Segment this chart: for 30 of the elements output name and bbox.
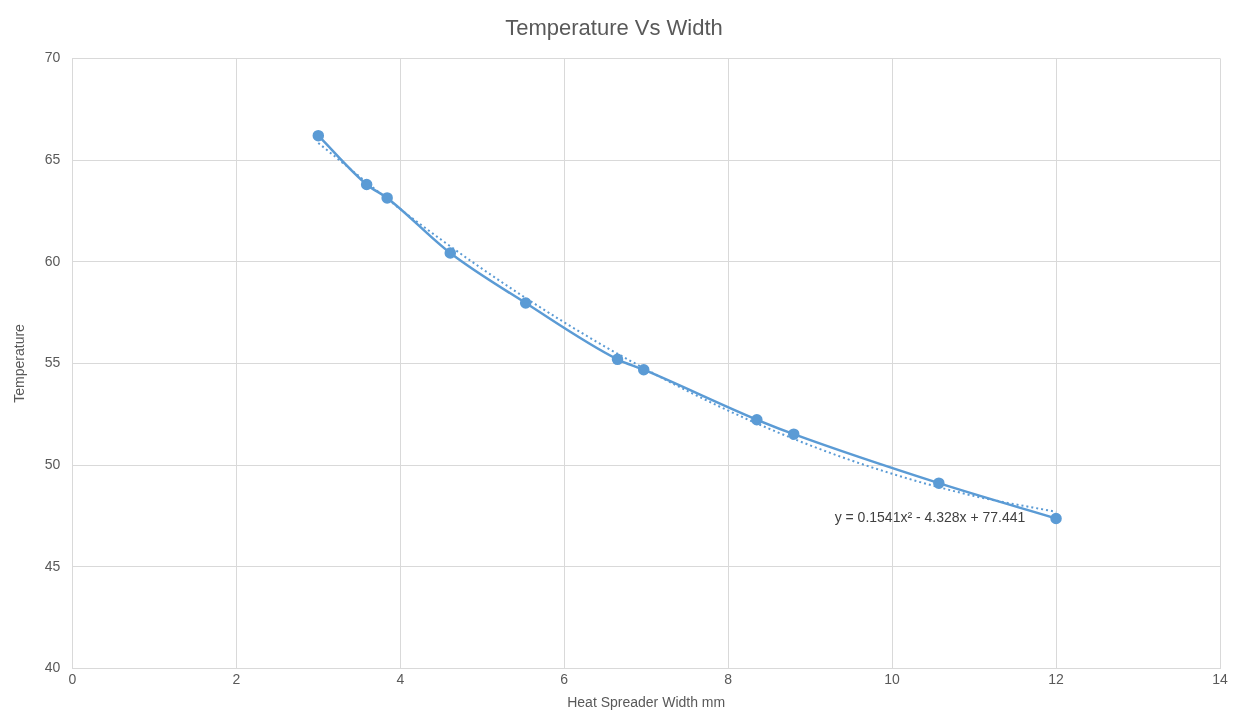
x-tick-label: 10 [884,670,901,687]
point [751,413,763,426]
point [933,477,945,489]
point [444,247,457,259]
point [312,129,325,142]
y-tick-label: 50 [44,455,61,472]
y-axis-title: Temperature [11,323,28,403]
x-axis-title: Heat Spreader Width mm [567,694,726,711]
x-tick-label: 4 [396,670,405,687]
point [787,428,800,440]
point [611,353,624,366]
annotation: y = 0.1541x² - 4.328x + 77.441 [834,509,1026,526]
x-tick-label: 12 [1048,670,1065,687]
x-tick-label: 2 [232,670,241,687]
y-tick-label: 40 [44,659,61,676]
point [1050,512,1062,525]
chart-title: Temperature Vs Width [505,15,723,41]
point [519,297,532,309]
x-tick-label: 0 [68,670,77,687]
point [637,363,650,376]
y-tick-label: 65 [44,150,61,167]
x-tick-label: 8 [724,670,733,687]
x-tick-label: 14 [1212,670,1228,687]
y-tick-label: 45 [44,557,61,574]
y-tick-label: 55 [44,354,61,371]
x-tick-label: 6 [560,670,569,687]
y-tick-label: 60 [44,252,61,269]
y-tick-label: 70 [44,49,61,66]
point [381,192,393,204]
point [360,178,373,191]
